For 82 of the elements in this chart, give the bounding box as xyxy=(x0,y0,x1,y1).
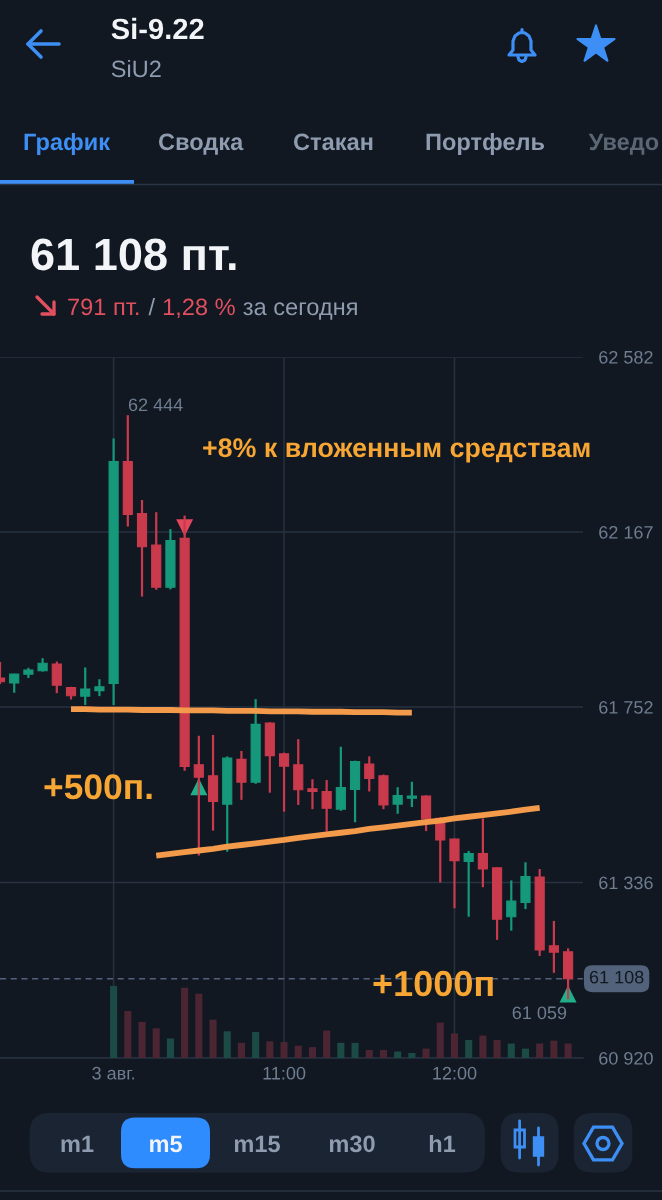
bar xyxy=(252,1031,260,1058)
annotation: +500п. xyxy=(44,774,152,800)
text: 1,28 % xyxy=(163,298,235,319)
bar xyxy=(379,1050,388,1058)
x-tick-label: 12:00 xyxy=(433,1066,477,1080)
bar xyxy=(181,987,189,1058)
bar xyxy=(493,1039,501,1058)
bar xyxy=(465,1039,473,1058)
candlestick xyxy=(236,749,247,801)
candlestick xyxy=(548,919,559,974)
bar xyxy=(365,1050,373,1058)
bar xyxy=(266,1041,274,1058)
annotation: 61 059 xyxy=(512,1006,567,1020)
text: m1 xyxy=(61,1135,94,1152)
text: Стакан xyxy=(293,133,373,151)
text: График xyxy=(24,132,111,155)
bar xyxy=(110,985,118,1058)
text: Портфель xyxy=(426,132,545,155)
bar xyxy=(195,993,203,1058)
candlestick xyxy=(51,660,62,695)
x-tick-label: 11:00 xyxy=(263,1066,306,1080)
text: h1 xyxy=(429,1134,456,1152)
candlestick xyxy=(321,778,332,833)
bar xyxy=(124,1011,132,1058)
bar xyxy=(394,1051,402,1058)
bar xyxy=(422,1048,430,1058)
text: 61 108 пт. xyxy=(31,238,236,271)
bar xyxy=(408,1052,416,1058)
x-tick-label: 3 авг. xyxy=(92,1066,135,1080)
text: Сводка xyxy=(158,133,244,155)
chart-title: Si-9.22 xyxy=(111,17,204,40)
bar xyxy=(323,1030,331,1058)
text: m30 xyxy=(329,1135,375,1153)
bar xyxy=(138,1021,146,1058)
candlestick xyxy=(193,734,204,857)
bar xyxy=(237,1042,245,1058)
chart-subtitle: SiU2 xyxy=(111,59,161,78)
y-tick-label: 62 167 xyxy=(599,525,653,539)
annotation: 62 444 xyxy=(128,398,183,412)
text: / xyxy=(148,297,156,316)
y-tick-label: 62 582 xyxy=(599,350,653,364)
text: Уведо xyxy=(588,133,659,155)
bar xyxy=(337,1042,345,1058)
candlestick xyxy=(477,817,488,889)
candlestick xyxy=(278,751,290,813)
bar xyxy=(223,1031,231,1058)
bar xyxy=(536,1043,544,1058)
annotation: +1000п xyxy=(373,970,493,997)
text: m5 xyxy=(150,1135,182,1153)
bar xyxy=(436,1022,444,1058)
bar xyxy=(351,1042,359,1058)
candlestick xyxy=(364,755,375,793)
candlestick xyxy=(506,879,517,932)
candlestick xyxy=(307,778,318,811)
y-tick-label: 61 336 xyxy=(599,876,653,890)
candlestick xyxy=(80,666,91,707)
text: за сегодня xyxy=(243,302,357,320)
candlestick xyxy=(420,794,432,833)
bar xyxy=(564,1043,572,1058)
bar xyxy=(507,1043,515,1058)
bar xyxy=(479,1035,487,1058)
text: m15 xyxy=(234,1135,280,1153)
candlestick xyxy=(463,849,474,918)
bar xyxy=(521,1048,530,1058)
bar xyxy=(152,1028,160,1058)
y-tick-label: 61 752 xyxy=(599,701,653,714)
text: 791 пт. xyxy=(68,298,139,316)
candlestick xyxy=(406,780,417,809)
bar xyxy=(308,1047,316,1058)
ref-line-label: 61 108 xyxy=(589,970,644,984)
bar xyxy=(209,1019,217,1058)
candlestick xyxy=(94,678,105,698)
bar xyxy=(450,1033,459,1058)
bar xyxy=(166,1038,174,1058)
annotation: +8% к вложенным средствам xyxy=(203,438,590,463)
y-tick-label: 60 920 xyxy=(599,1051,653,1065)
bar xyxy=(550,1040,558,1058)
bar xyxy=(294,1045,302,1058)
bar xyxy=(280,1042,288,1058)
candlestick xyxy=(449,837,460,910)
candlestick xyxy=(392,786,403,815)
candlestick xyxy=(335,745,346,812)
